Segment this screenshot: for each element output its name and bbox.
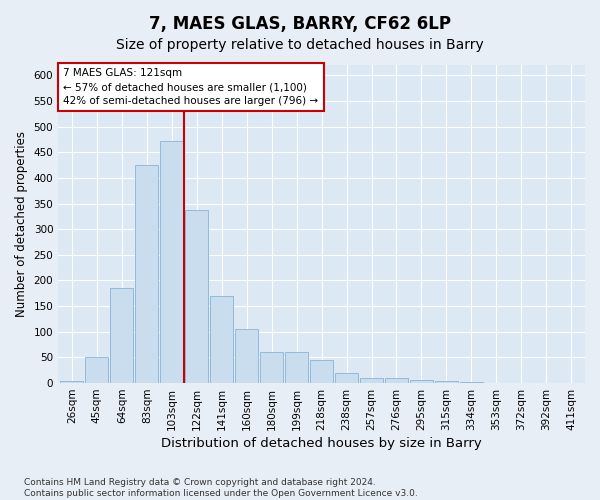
Bar [136,165,158,383]
Bar [335,373,358,383]
Bar [535,382,558,383]
Y-axis label: Number of detached properties: Number of detached properties [15,131,28,317]
Bar [485,382,508,383]
Bar [185,210,208,383]
Bar [85,358,109,383]
Bar [385,378,408,383]
Bar [210,296,233,383]
X-axis label: Distribution of detached houses by size in Barry: Distribution of detached houses by size … [161,437,482,450]
Bar [285,352,308,383]
Bar [510,382,533,383]
Bar [235,329,258,383]
Bar [435,381,458,383]
Bar [310,360,333,383]
Text: Contains HM Land Registry data © Crown copyright and database right 2024.
Contai: Contains HM Land Registry data © Crown c… [24,478,418,498]
Bar [410,380,433,383]
Text: 7 MAES GLAS: 121sqm
← 57% of detached houses are smaller (1,100)
42% of semi-det: 7 MAES GLAS: 121sqm ← 57% of detached ho… [64,68,319,106]
Bar [560,382,583,383]
Bar [61,380,83,383]
Text: 7, MAES GLAS, BARRY, CF62 6LP: 7, MAES GLAS, BARRY, CF62 6LP [149,15,451,33]
Bar [460,382,483,383]
Bar [360,378,383,383]
Bar [110,288,133,383]
Text: Size of property relative to detached houses in Barry: Size of property relative to detached ho… [116,38,484,52]
Bar [160,141,183,383]
Bar [260,352,283,383]
